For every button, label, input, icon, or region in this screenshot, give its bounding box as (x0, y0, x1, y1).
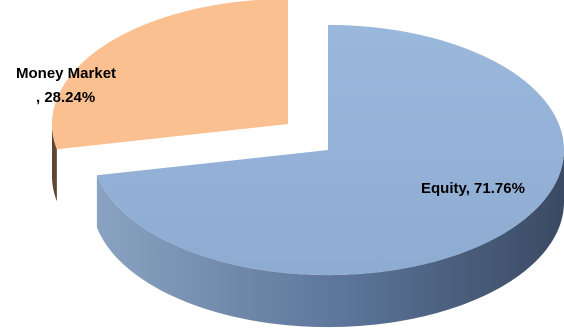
slice-top-money-market (52, 0, 288, 150)
data-label-line: Equity, 71.76% (421, 180, 525, 197)
data-label-line: , 28.24% (36, 89, 95, 106)
slice-side-money-market (52, 124, 57, 202)
slice-money-market (52, 0, 288, 202)
data-label-money-market: Money Market , 28.24% (16, 65, 116, 106)
slice-equity (96, 24, 564, 328)
data-label-equity: Equity, 71.76% (421, 180, 525, 197)
data-label-line: Money Market (16, 65, 116, 82)
slice-side-equity (96, 150, 564, 328)
slice-top-equity (96, 24, 564, 276)
